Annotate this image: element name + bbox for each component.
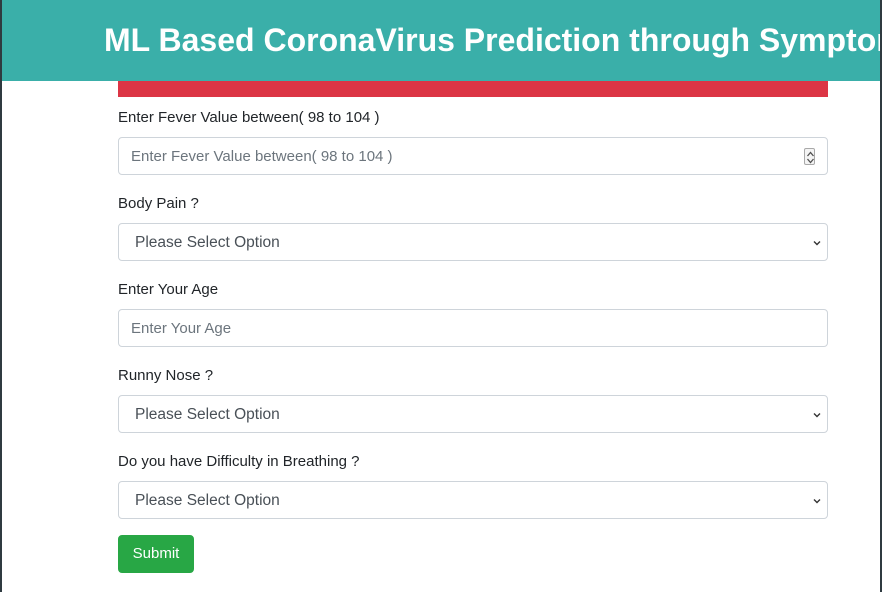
- runny-nose-selected: Please Select Option: [135, 406, 280, 423]
- chevron-down-icon: [813, 499, 821, 504]
- age-label: Enter Your Age: [118, 281, 219, 298]
- runny-nose-label: Runny Nose ?: [118, 367, 214, 384]
- breathing-label: Do you have Difficulty in Breathing ?: [118, 453, 360, 470]
- page-title: ML Based CoronaVirus Prediction through …: [104, 22, 880, 58]
- window-edge-left: [0, 0, 2, 592]
- body-pain-selected: Please Select Option: [135, 234, 280, 251]
- fever-placeholder: Enter Fever Value between( 98 to 104 ): [131, 148, 393, 165]
- submit-button[interactable]: Submit: [118, 535, 194, 573]
- header-banner: ML Based CoronaVirus Prediction through …: [2, 0, 880, 81]
- fever-label: Enter Fever Value between( 98 to 104 ): [118, 109, 380, 126]
- chevron-down-icon: [813, 413, 821, 418]
- body-pain-select[interactable]: Please Select Option: [118, 223, 828, 261]
- chevron-down-icon: [813, 241, 821, 246]
- body-pain-label: Body Pain ?: [118, 195, 199, 212]
- breathing-selected: Please Select Option: [135, 492, 280, 509]
- alert-bar: [118, 81, 828, 97]
- number-spinner-icon[interactable]: [804, 148, 815, 165]
- age-input[interactable]: Enter Your Age: [118, 309, 828, 347]
- window-edge-right: [880, 0, 882, 592]
- age-placeholder: Enter Your Age: [131, 320, 232, 337]
- breathing-select[interactable]: Please Select Option: [118, 481, 828, 519]
- fever-input[interactable]: Enter Fever Value between( 98 to 104 ): [118, 137, 828, 175]
- runny-nose-select[interactable]: Please Select Option: [118, 395, 828, 433]
